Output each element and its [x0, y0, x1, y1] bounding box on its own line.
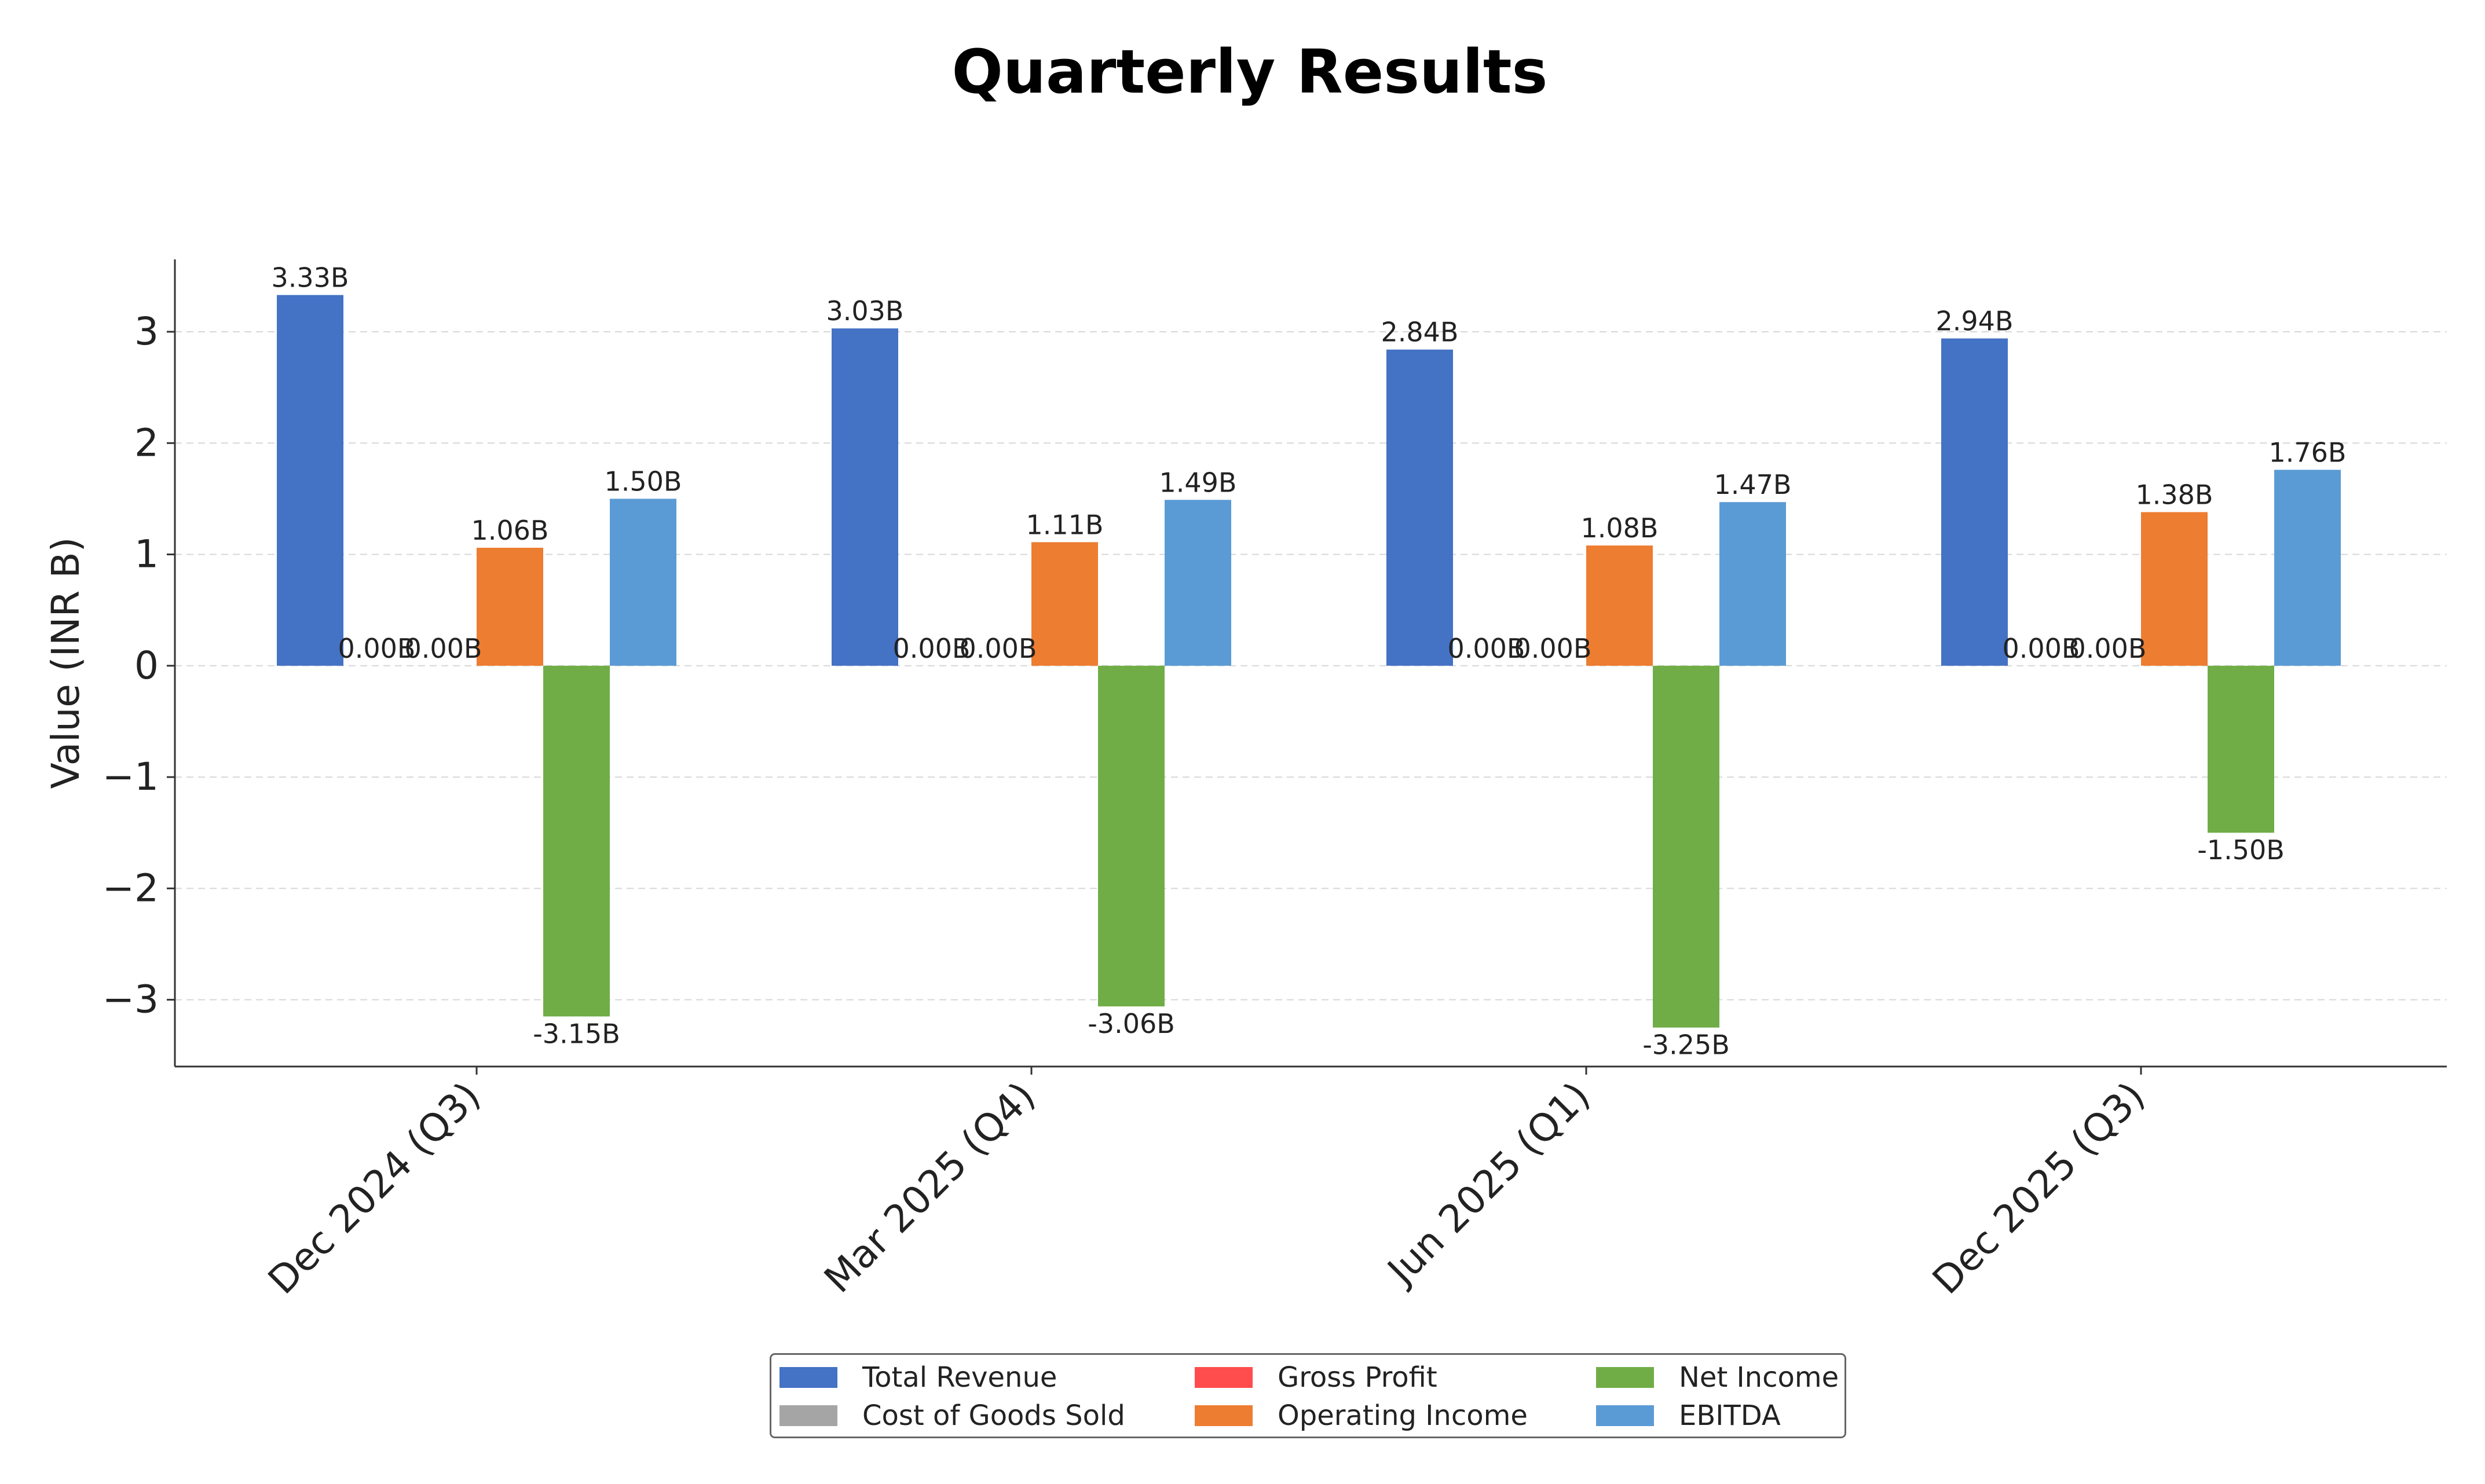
bar — [277, 295, 343, 666]
legend-label: Operating Income — [1278, 1399, 1528, 1432]
bar-value-label: 1.08B — [1581, 512, 1659, 544]
x-tick-label: Dec 2025 (Q3) — [1924, 1073, 2153, 1303]
bar — [543, 665, 610, 1017]
data-labels: 3.33B0.00B0.00B1.06B-3.15B1.50B3.03B0.00… — [272, 262, 2347, 1061]
y-axis-label: Value (INR B) — [43, 537, 88, 789]
legend-label: Gross Profit — [1278, 1361, 1437, 1394]
bar-value-label: -3.15B — [533, 1018, 620, 1049]
bar-value-label: 0.00B — [1448, 633, 1525, 664]
bar — [2208, 665, 2274, 833]
y-tick-label: 1 — [134, 532, 159, 577]
bar-value-label: 1.49B — [1159, 467, 1237, 498]
legend-swatch — [779, 1367, 837, 1388]
legend-item: EBITDA — [1596, 1397, 1839, 1435]
legend-swatch — [1195, 1367, 1253, 1388]
axes — [174, 259, 2447, 1068]
bar — [832, 328, 898, 666]
legend-label: Total Revenue — [862, 1361, 1057, 1394]
bar — [610, 499, 676, 666]
y-ticks: −3 −2 −1 0 1 2 3 — [103, 309, 175, 1022]
y-tick-label: −2 — [103, 866, 159, 910]
bar — [1098, 665, 1165, 1007]
bar-value-label: 2.94B — [1936, 306, 2014, 337]
legend-item: Operating Income — [1195, 1397, 1596, 1435]
bar-value-label: 0.00B — [960, 633, 1037, 664]
bar-value-label: 0.00B — [338, 633, 416, 664]
legend-swatch — [1596, 1367, 1654, 1388]
bar-value-label: 3.03B — [826, 295, 904, 327]
x-ticks: Dec 2024 (Q3) Mar 2025 (Q4) Jun 2025 (Q1) D… — [259, 1067, 2153, 1303]
bar-value-label: 0.00B — [2069, 633, 2147, 664]
bar — [477, 547, 543, 666]
legend-swatch — [1596, 1405, 1654, 1426]
legend: Total Revenue Cost of Goods Sold Gross Pro… — [770, 1353, 1846, 1438]
y-tick-label: −1 — [103, 754, 159, 799]
chart-title: Quarterly Results — [952, 36, 1548, 107]
bar — [1941, 338, 2008, 666]
bar — [2274, 470, 2341, 666]
bar — [1653, 665, 1719, 1028]
legend-label: Net Income — [1679, 1361, 1839, 1394]
bar-value-label: 1.76B — [2269, 437, 2347, 468]
bar-value-label: 1.11B — [1026, 509, 1104, 540]
bar-value-label: 3.33B — [272, 262, 349, 294]
legend-label: EBITDA — [1679, 1399, 1781, 1432]
bar-value-label: 2.84B — [1381, 317, 1459, 348]
bar — [1719, 502, 1786, 666]
bar-value-label: 1.50B — [605, 466, 682, 497]
bar-value-label: -3.25B — [1642, 1029, 1730, 1061]
y-tick-label: 0 — [134, 643, 159, 688]
x-tick-label: Jun 2025 (Q1) — [1378, 1073, 1598, 1294]
bar — [1586, 545, 1653, 666]
x-tick-label: Dec 2024 (Q3) — [259, 1073, 489, 1303]
y-tick-label: 3 — [134, 309, 159, 354]
legend-item: Total Revenue — [779, 1358, 1195, 1397]
y-tick-label: −3 — [103, 977, 159, 1022]
bar-value-label: 0.00B — [1514, 633, 1592, 664]
bar-value-label: 0.00B — [2003, 633, 2080, 664]
legend-item: Gross Profit — [1195, 1358, 1596, 1397]
bar-value-label: 1.06B — [471, 515, 549, 546]
bar-value-label: 1.38B — [2136, 479, 2213, 510]
y-tick-label: 2 — [134, 420, 159, 465]
bars — [277, 295, 2341, 1028]
bar — [1031, 542, 1098, 666]
bar-value-label: 0.00B — [893, 633, 971, 664]
legend-swatch — [1195, 1405, 1253, 1426]
bar — [1165, 500, 1231, 666]
legend-item: Net Income — [1596, 1358, 1839, 1397]
bar — [2141, 512, 2208, 666]
bar-value-label: -1.50B — [2197, 834, 2285, 866]
bar-value-label: -3.06B — [1088, 1008, 1175, 1039]
legend-item: Cost of Goods Sold — [779, 1397, 1195, 1435]
bar-value-label: 1.47B — [1714, 469, 1792, 500]
bar-value-label: 0.00B — [405, 633, 482, 664]
bar — [1386, 349, 1453, 666]
legend-swatch — [779, 1405, 837, 1426]
x-tick-label: Mar 2025 (Q4) — [816, 1073, 1044, 1302]
legend-label: Cost of Goods Sold — [862, 1399, 1125, 1432]
